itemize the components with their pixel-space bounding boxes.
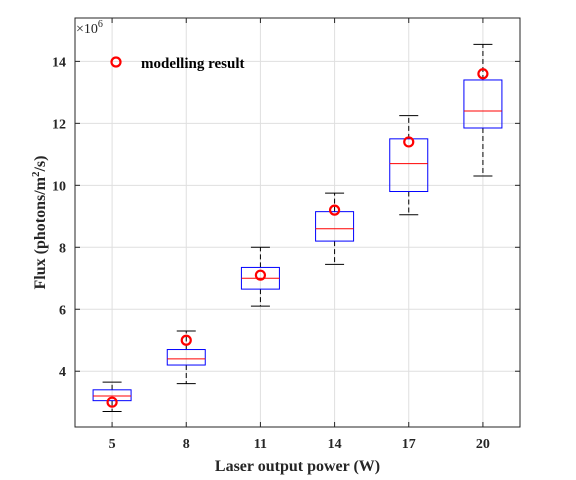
ticks: 5 8 11 14 17 20 4 6 8 10 12 14 xyxy=(52,18,520,452)
legend-label: modelling result xyxy=(141,56,244,72)
y-exponent-base: ×10 xyxy=(76,22,98,37)
y-tick-label: 6 xyxy=(59,303,66,318)
box-plot-5 xyxy=(92,381,132,413)
y-axis-label-end: /s) xyxy=(32,156,49,173)
y-axis-label-sup: 2 xyxy=(30,171,42,177)
modelling-result-markers xyxy=(106,68,489,408)
y-exponent-label: ×106 xyxy=(76,19,103,37)
legend-marker xyxy=(110,56,122,68)
plot-frame xyxy=(74,17,521,428)
box-plot-17 xyxy=(389,115,429,216)
modelling-result-point xyxy=(477,68,489,80)
box-plot-11 xyxy=(240,246,280,307)
box xyxy=(315,211,355,242)
x-tick-label: 14 xyxy=(328,437,342,452)
y-exponent-power: 6 xyxy=(98,19,103,30)
box xyxy=(92,389,132,402)
modelling-result-point xyxy=(328,204,341,216)
box xyxy=(389,138,429,193)
boxes xyxy=(92,43,503,413)
box xyxy=(166,349,206,366)
y-tick-label: 12 xyxy=(52,117,66,132)
x-tick-label: 8 xyxy=(183,437,190,452)
modelling-result-point xyxy=(403,136,415,148)
y-tick-label: 8 xyxy=(59,241,66,256)
legend: modelling result xyxy=(110,56,244,72)
y-tick-label: 10 xyxy=(52,179,66,194)
y-tick-label: 4 xyxy=(59,365,66,380)
x-axis-label: Laser output power (W) xyxy=(215,458,380,475)
x-tick-label: 5 xyxy=(109,437,116,452)
grid xyxy=(75,18,520,427)
x-tick-label: 17 xyxy=(402,437,416,452)
y-tick-label: 14 xyxy=(52,55,66,70)
y-axis-label: Flux (photons/m2/s) xyxy=(30,156,49,290)
x-tick-label: 20 xyxy=(476,437,490,452)
modelling-result-point xyxy=(180,334,192,346)
x-tick-label: 11 xyxy=(254,437,267,452)
box xyxy=(463,79,503,129)
modelling-result-point xyxy=(254,269,267,281)
box-plot-8 xyxy=(166,330,206,385)
box-plot-14 xyxy=(315,192,355,265)
modelling-result-point xyxy=(106,396,118,408)
box-plot-20 xyxy=(463,43,503,177)
y-axis-label-main: Flux (photons/m xyxy=(32,176,49,289)
